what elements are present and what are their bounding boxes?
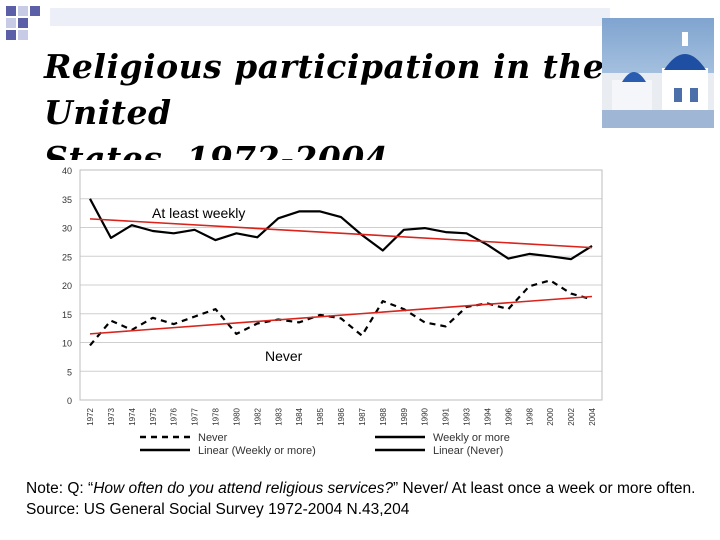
x-tick-label: 1994	[483, 407, 492, 425]
x-tick-label: 2002	[567, 407, 576, 425]
church-photo	[602, 18, 714, 128]
legend-label: Never	[198, 432, 228, 444]
note-prefix: Note: Q: “	[26, 480, 94, 497]
x-tick-label: 1983	[274, 407, 283, 425]
y-tick-label: 25	[62, 252, 72, 262]
note-question: How often do you attend religious servic…	[93, 480, 394, 497]
plot-frame	[79, 169, 603, 401]
y-tick-label: 20	[62, 281, 72, 291]
x-tick-label: 1980	[232, 407, 241, 425]
legend-label: Linear (Weekly or more)	[198, 445, 316, 457]
x-tick-label: 1982	[253, 407, 262, 425]
x-tick-label: 1972	[86, 407, 95, 425]
series-line	[89, 295, 593, 335]
x-tick-label: 1996	[504, 407, 513, 425]
x-tick-label: 1986	[337, 407, 346, 425]
x-tick-label: 1998	[525, 407, 534, 425]
y-tick-label: 0	[67, 396, 72, 406]
x-tick-label: 1987	[358, 407, 367, 425]
x-tick-label: 1975	[149, 407, 158, 425]
series-line	[89, 279, 593, 347]
line-chart: 0 5 10 15 20 25 30 35 40 1972 1973 1974 1975 1976 197…	[40, 160, 610, 472]
y-tick-label: 35	[62, 195, 72, 205]
y-tick-label: 10	[62, 339, 72, 349]
series-line	[89, 218, 593, 249]
x-tick-label: 1976	[170, 407, 179, 425]
decorative-squares	[6, 6, 610, 40]
legend-label: Linear (Never)	[433, 445, 503, 457]
y-tick-label: 5	[67, 367, 72, 377]
footnote: Note: Q: “How often do you attend religi…	[26, 478, 706, 520]
legend-label: Weekly or more	[433, 432, 510, 444]
title-line-1: Religious participation in the United	[44, 47, 605, 132]
series-line	[89, 198, 593, 261]
x-tick-label: 2000	[546, 407, 555, 425]
x-tick-label: 1985	[316, 407, 325, 425]
x-tick-label: 1991	[442, 407, 451, 425]
y-tick-label: 15	[62, 310, 72, 320]
annotation-label: At least weekly	[152, 205, 245, 221]
y-tick-label: 30	[62, 224, 72, 234]
x-tick-label: 1973	[107, 407, 116, 425]
x-tick-label: 1978	[212, 407, 221, 425]
note-suffix: ” Never/ At least once a week or more of…	[26, 480, 696, 518]
y-tick-label: 40	[62, 166, 72, 176]
x-tick-label: 1977	[191, 407, 200, 425]
x-tick-label: 2004	[588, 407, 597, 425]
annotation-label: Never	[265, 348, 303, 364]
x-tick-label: 1993	[463, 407, 472, 425]
x-tick-label: 1989	[400, 407, 409, 425]
x-tick-label: 1974	[128, 407, 137, 425]
x-tick-label: 1988	[379, 407, 388, 425]
x-tick-label: 1984	[295, 407, 304, 425]
x-tick-label: 1990	[421, 407, 430, 425]
